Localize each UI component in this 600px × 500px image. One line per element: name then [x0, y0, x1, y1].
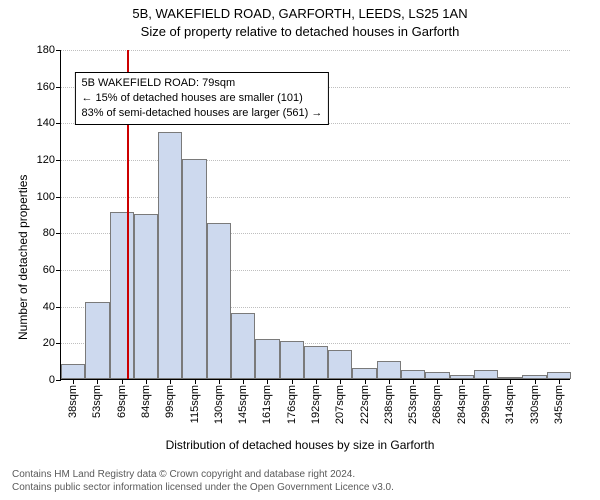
xtick-label: 284sqm — [456, 385, 468, 424]
histogram-bar — [304, 346, 328, 379]
ytick-mark — [56, 343, 61, 344]
xtick-label: 53sqm — [91, 385, 103, 418]
footer-attribution: Contains HM Land Registry data © Crown c… — [12, 468, 394, 494]
xtick-label: 253sqm — [407, 385, 419, 424]
xtick-mark — [340, 379, 341, 384]
x-axis-label: Distribution of detached houses by size … — [0, 438, 600, 452]
chart-title: 5B, WAKEFIELD ROAD, GARFORTH, LEEDS, LS2… — [0, 6, 600, 21]
xtick-label: 314sqm — [504, 385, 516, 424]
xtick-mark — [243, 379, 244, 384]
xtick-mark — [510, 379, 511, 384]
ytick-mark — [56, 197, 61, 198]
histogram-bar — [255, 339, 279, 379]
annotation-box: 5B WAKEFIELD ROAD: 79sqm← 15% of detache… — [74, 72, 329, 125]
ytick-mark — [56, 160, 61, 161]
histogram-bar — [207, 223, 231, 379]
annotation-line: 5B WAKEFIELD ROAD: 79sqm — [81, 76, 322, 91]
xtick-label: 192sqm — [310, 385, 322, 424]
xtick-label: 161sqm — [261, 385, 273, 424]
xtick-label: 207sqm — [334, 385, 346, 424]
ytick-label: 180 — [37, 44, 55, 56]
xtick-mark — [219, 379, 220, 384]
xtick-mark — [122, 379, 123, 384]
histogram-bar — [474, 370, 498, 379]
ytick-mark — [56, 307, 61, 308]
footer-line-2: Contains public sector information licen… — [12, 481, 394, 494]
plot-area: 02040608010012014016018038sqm53sqm69sqm8… — [60, 50, 570, 380]
ytick-mark — [56, 123, 61, 124]
xtick-mark — [535, 379, 536, 384]
xtick-mark — [170, 379, 171, 384]
chart-container: 5B, WAKEFIELD ROAD, GARFORTH, LEEDS, LS2… — [0, 0, 600, 500]
xtick-mark — [462, 379, 463, 384]
ytick-label: 120 — [37, 154, 55, 166]
ytick-mark — [56, 270, 61, 271]
xtick-mark — [267, 379, 268, 384]
histogram-bar — [352, 368, 376, 379]
ytick-label: 140 — [37, 117, 55, 129]
histogram-bar — [85, 302, 109, 379]
xtick-label: 69sqm — [116, 385, 128, 418]
xtick-mark — [365, 379, 366, 384]
annotation-line: 83% of semi-detached houses are larger (… — [81, 106, 322, 121]
ytick-mark — [56, 233, 61, 234]
y-axis-label: Number of detached properties — [16, 175, 30, 340]
ytick-mark — [56, 50, 61, 51]
histogram-bar — [134, 214, 158, 379]
ytick-mark — [56, 87, 61, 88]
histogram-bar — [328, 350, 352, 379]
ytick-label: 40 — [43, 301, 55, 313]
xtick-mark — [559, 379, 560, 384]
xtick-mark — [97, 379, 98, 384]
xtick-label: 99sqm — [164, 385, 176, 418]
footer-line-1: Contains HM Land Registry data © Crown c… — [12, 468, 394, 481]
ytick-label: 160 — [37, 81, 55, 93]
xtick-mark — [73, 379, 74, 384]
xtick-label: 238sqm — [383, 385, 395, 424]
xtick-label: 222sqm — [359, 385, 371, 424]
ytick-label: 0 — [49, 374, 55, 386]
xtick-label: 145sqm — [237, 385, 249, 424]
ytick-mark — [56, 380, 61, 381]
xtick-mark — [292, 379, 293, 384]
xtick-label: 176sqm — [286, 385, 298, 424]
xtick-label: 299sqm — [480, 385, 492, 424]
xtick-label: 330sqm — [529, 385, 541, 424]
histogram-bar — [401, 370, 425, 379]
xtick-mark — [389, 379, 390, 384]
histogram-bar — [158, 132, 182, 380]
xtick-label: 345sqm — [553, 385, 565, 424]
xtick-label: 115sqm — [189, 385, 201, 423]
histogram-bar — [182, 159, 206, 379]
xtick-mark — [437, 379, 438, 384]
gridline — [61, 50, 570, 51]
histogram-bar — [547, 372, 571, 379]
histogram-bar — [61, 364, 85, 379]
xtick-label: 84sqm — [140, 385, 152, 418]
xtick-mark — [486, 379, 487, 384]
gridline — [61, 160, 570, 161]
ytick-label: 60 — [43, 264, 55, 276]
xtick-mark — [316, 379, 317, 384]
histogram-bar — [425, 372, 449, 379]
histogram-bar — [280, 341, 304, 380]
xtick-mark — [146, 379, 147, 384]
xtick-label: 268sqm — [431, 385, 443, 424]
annotation-line: ← 15% of detached houses are smaller (10… — [81, 91, 322, 106]
histogram-bar — [231, 313, 255, 379]
histogram-bar — [110, 212, 134, 379]
chart-subtitle: Size of property relative to detached ho… — [0, 24, 600, 39]
xtick-mark — [195, 379, 196, 384]
gridline — [61, 197, 570, 198]
ytick-label: 80 — [43, 227, 55, 239]
xtick-mark — [413, 379, 414, 384]
ytick-label: 20 — [43, 337, 55, 349]
ytick-label: 100 — [37, 191, 55, 203]
xtick-label: 38sqm — [67, 385, 79, 418]
xtick-label: 130sqm — [213, 385, 225, 424]
histogram-bar — [377, 361, 401, 379]
